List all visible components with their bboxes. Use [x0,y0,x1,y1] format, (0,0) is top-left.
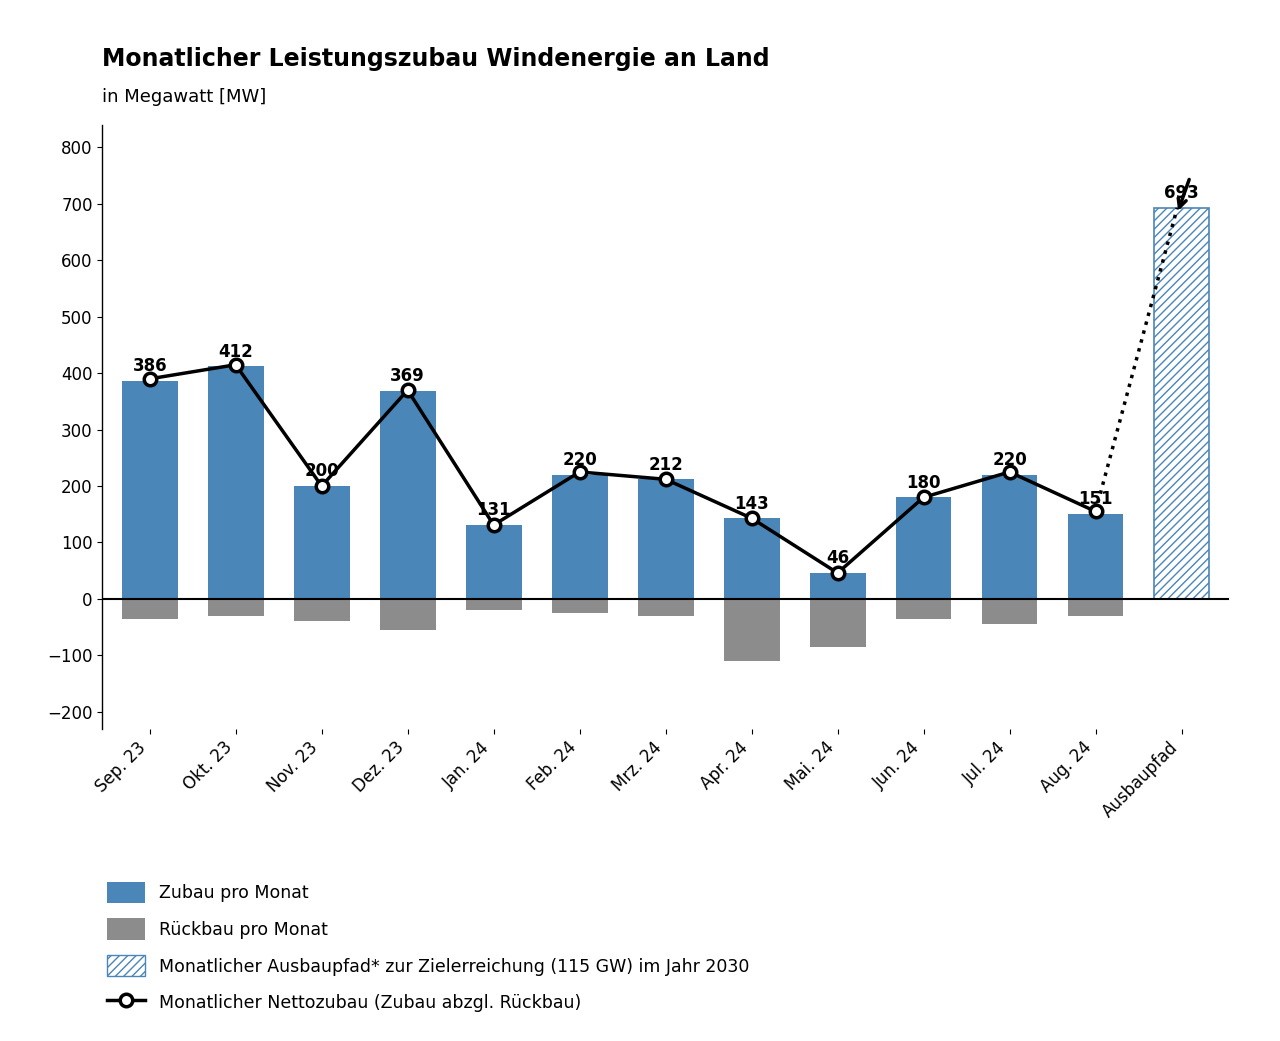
Text: in Megawatt [MW]: in Megawatt [MW] [102,88,266,106]
Text: 200: 200 [305,462,339,480]
Bar [896,498,951,599]
Bar [552,475,608,599]
Text: 151: 151 [1078,490,1112,508]
Bar [896,599,951,618]
Bar [723,518,780,599]
Bar [380,390,435,599]
Text: Monatlicher Leistungszubau Windenergie an Land: Monatlicher Leistungszubau Windenergie a… [102,47,771,71]
Text: 693: 693 [1164,184,1199,202]
Bar [637,599,694,616]
Text: 369: 369 [390,367,425,385]
Text: 131: 131 [476,502,511,519]
Text: 412: 412 [219,342,253,361]
Legend: Zubau pro Monat, Rückbau pro Monat, Monatlicher Ausbaupfad* zur Zielerreichung (: Zubau pro Monat, Rückbau pro Monat, Mona… [99,873,758,1022]
Bar [982,475,1038,599]
Bar [293,599,349,621]
Text: 386: 386 [132,357,166,376]
Bar [1068,513,1124,599]
Bar [810,599,865,646]
Bar [466,599,521,610]
Bar [122,381,178,599]
Bar [207,366,264,599]
Bar [293,486,349,599]
Text: 220: 220 [562,451,596,469]
Bar [1068,599,1124,616]
Text: 46: 46 [826,550,849,567]
Bar [207,599,264,616]
Text: 180: 180 [906,474,941,491]
Bar [723,599,780,661]
Bar [552,599,608,613]
Text: 220: 220 [992,451,1027,469]
Bar [810,573,865,599]
Bar [122,599,178,618]
Text: 143: 143 [735,494,769,512]
Bar [1153,208,1210,599]
Bar [637,479,694,599]
Text: 212: 212 [648,456,684,474]
Bar [982,599,1038,625]
Bar [466,525,521,599]
Bar [380,599,435,630]
